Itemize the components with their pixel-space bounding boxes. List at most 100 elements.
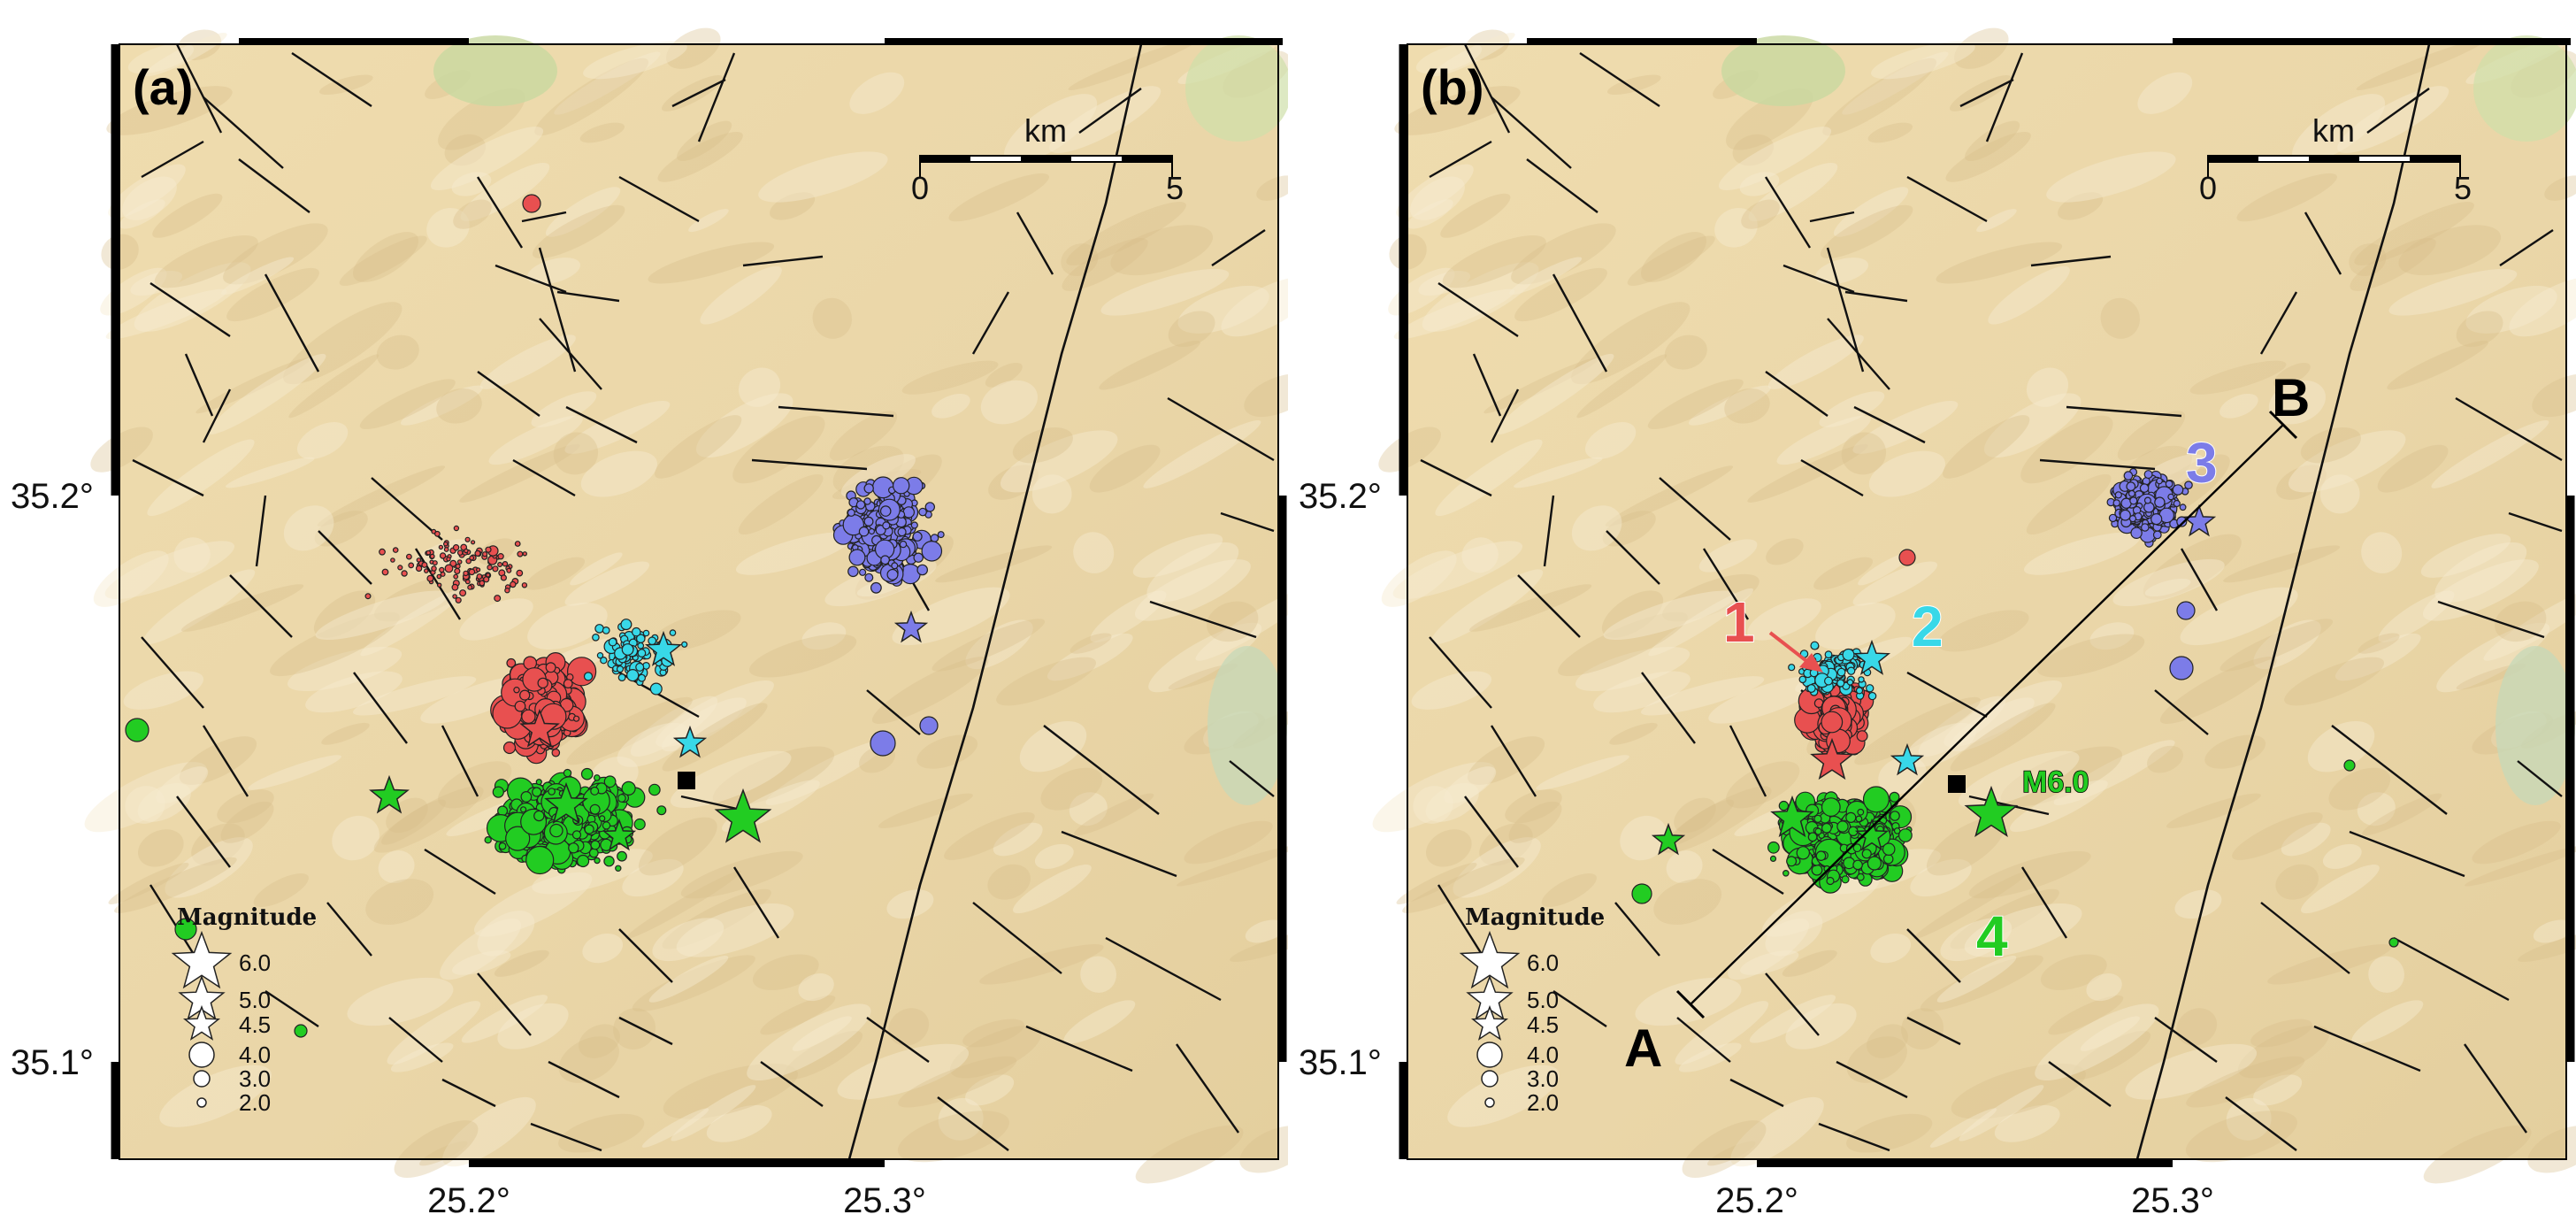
event-marker — [899, 540, 908, 549]
event-marker — [2152, 530, 2162, 540]
legend-circle-symbol — [188, 1042, 215, 1068]
scale-start-label: 0 — [911, 170, 929, 206]
event-marker — [533, 810, 545, 822]
event-marker — [937, 531, 945, 539]
event-marker — [594, 624, 604, 634]
legend-label: 5.0 — [239, 987, 271, 1013]
event-marker — [1811, 864, 1823, 876]
event-marker — [1846, 666, 1856, 675]
event-marker — [2165, 480, 2174, 488]
map-frame — [111, 38, 1287, 1167]
legend-label: 5.0 — [1527, 987, 1559, 1013]
event-marker — [1769, 855, 1777, 863]
event-marker — [1843, 857, 1856, 870]
event-marker — [475, 567, 481, 573]
event-marker — [522, 194, 541, 213]
event-star — [1651, 822, 1686, 856]
event-marker — [519, 806, 527, 813]
event-marker — [1855, 815, 1863, 823]
event-marker — [616, 665, 625, 673]
event-star — [714, 788, 772, 843]
legend-label: 3.0 — [239, 1065, 271, 1092]
event-marker — [1855, 687, 1864, 695]
event-marker — [444, 564, 454, 573]
event-marker — [521, 582, 528, 588]
event-marker — [517, 550, 524, 557]
event-marker — [590, 786, 600, 796]
event-marker — [2128, 489, 2135, 497]
x-tick-label: 25.2° — [1715, 1181, 1798, 1220]
event-marker — [455, 563, 461, 569]
event-marker — [588, 848, 599, 858]
event-marker — [590, 840, 601, 850]
event-marker — [437, 582, 442, 588]
event-marker — [1882, 842, 1896, 856]
event-star — [1890, 742, 1925, 776]
event-star — [1770, 795, 1814, 838]
event-marker — [415, 565, 423, 573]
event-marker — [626, 668, 640, 682]
scale-bar: km 0 5 — [2199, 112, 2472, 206]
event-marker — [602, 627, 610, 634]
event-marker — [615, 865, 622, 873]
magnitude-legend: Magnitude 6.0 5.04.5 4.03.02.0 — [1459, 904, 1605, 1116]
event-marker — [1867, 856, 1882, 871]
cluster-label-4: 4 — [1976, 904, 2008, 968]
event-marker — [504, 588, 510, 594]
event-marker — [563, 768, 572, 778]
event-marker — [608, 637, 617, 647]
event-marker — [580, 767, 594, 780]
event-marker — [1826, 876, 1835, 886]
event-marker — [584, 824, 594, 834]
event-marker — [379, 548, 386, 556]
event-marker — [1842, 648, 1855, 661]
event-marker — [1807, 832, 1818, 842]
event-star — [644, 630, 683, 666]
event-marker — [1821, 711, 1844, 734]
event-marker — [1821, 797, 1841, 817]
event-marker — [510, 580, 517, 588]
scale-end-label: 5 — [1166, 170, 1184, 206]
event-marker — [498, 842, 507, 850]
event-marker — [1778, 800, 1790, 811]
event-marker — [1898, 828, 1913, 842]
event-marker — [506, 567, 512, 573]
map-panel-b: A B 1 2 3 4 M6.0 35.2° 35.1° 25.2° 25.3° (b) km 0 5 Mag… — [1299, 27, 2576, 1220]
legend-circle-symbol — [196, 1097, 207, 1108]
event-marker — [452, 544, 460, 551]
event-marker — [469, 555, 475, 561]
event-marker — [1846, 679, 1854, 686]
legend-label: 3.0 — [1527, 1065, 1559, 1092]
event-marker — [847, 508, 855, 517]
event-marker — [432, 560, 438, 566]
event-marker — [431, 565, 437, 572]
event-marker — [1866, 684, 1874, 693]
event-marker — [1810, 641, 1820, 650]
mainshock-label: M6.0 — [2022, 765, 2089, 799]
scale-start-label: 0 — [2199, 170, 2217, 206]
event-marker — [442, 541, 448, 547]
legend-star-symbol — [1470, 1004, 1509, 1041]
event-marker — [439, 552, 447, 559]
event-star — [1964, 785, 2019, 838]
event-marker — [1786, 856, 1798, 867]
event-marker — [2156, 477, 2163, 485]
event-marker — [551, 748, 561, 757]
y-tick-label: 35.2° — [11, 477, 94, 516]
event-marker — [563, 679, 573, 688]
event-marker — [1861, 849, 1872, 859]
event-star — [1852, 639, 1891, 675]
scale-end-label: 5 — [2454, 170, 2472, 206]
event-marker — [1852, 859, 1863, 871]
event-marker — [633, 818, 646, 831]
event-marker — [2143, 470, 2153, 480]
event-marker — [568, 842, 579, 854]
event-marker — [459, 589, 467, 597]
event-star — [672, 725, 708, 758]
magnitude-legend: Magnitude 6.0 5.04.5 4.03.02.0 — [171, 904, 317, 1116]
x-tick-label: 25.2° — [427, 1181, 510, 1220]
event-marker — [1862, 786, 1890, 813]
legend-label: 2.0 — [1527, 1089, 1559, 1116]
event-marker — [1836, 820, 1849, 833]
legend-circle-symbol — [193, 1070, 211, 1088]
